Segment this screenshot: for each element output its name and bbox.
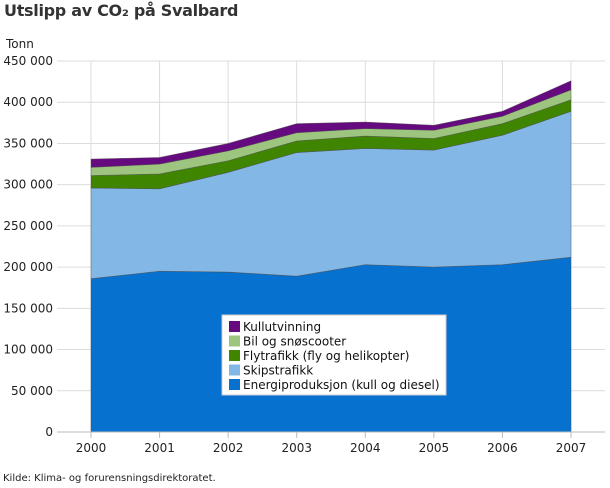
legend-swatch	[229, 379, 240, 390]
legend-swatch	[229, 321, 240, 332]
area-kullutvinning	[90, 80, 572, 168]
x-tick-label: 2007	[556, 441, 587, 455]
y-tick-label: 200 000	[3, 260, 53, 274]
x-tick-label: 2005	[419, 441, 450, 455]
x-tick-label: 2003	[281, 441, 312, 455]
x-tick-label: 2004	[350, 441, 381, 455]
legend-label: Skipstrafikk	[243, 364, 313, 378]
y-axis-label: Tonn	[5, 37, 34, 51]
x-tick-label: 2001	[144, 441, 175, 455]
legend-swatch	[229, 335, 240, 347]
legend-swatch	[229, 364, 240, 376]
legend-swatch	[229, 350, 240, 361]
legend-label: Energiproduksjon (kull og diesel)	[243, 378, 440, 392]
y-tick-label: 50 000	[11, 384, 53, 398]
x-tick-label: 2002	[213, 441, 244, 455]
source-note: Kilde: Klima- og forurensningsdirektorat…	[3, 473, 216, 484]
y-tick-label: 350 000	[3, 136, 53, 150]
y-tick-label: 100 000	[3, 343, 53, 357]
chart-title: Utslipp av CO₂ på Svalbard	[4, 1, 239, 20]
y-tick-label: 150 000	[3, 301, 53, 315]
x-tick-label: 2000	[76, 441, 107, 455]
x-tick-label: 2006	[487, 441, 518, 455]
y-tick-label: 250 000	[3, 219, 53, 233]
legend-label: Bil og snøscooter	[243, 335, 346, 349]
y-tick-label: 450 000	[3, 54, 53, 68]
y-tick-label: 300 000	[3, 178, 53, 192]
legend-box	[221, 314, 447, 396]
y-tick-label: 0	[45, 425, 53, 439]
legend-label: Kullutvinning	[243, 320, 321, 334]
legend-label: Flytrafikk (fly og helikopter)	[243, 349, 409, 363]
y-tick-label: 400 000	[3, 95, 53, 109]
